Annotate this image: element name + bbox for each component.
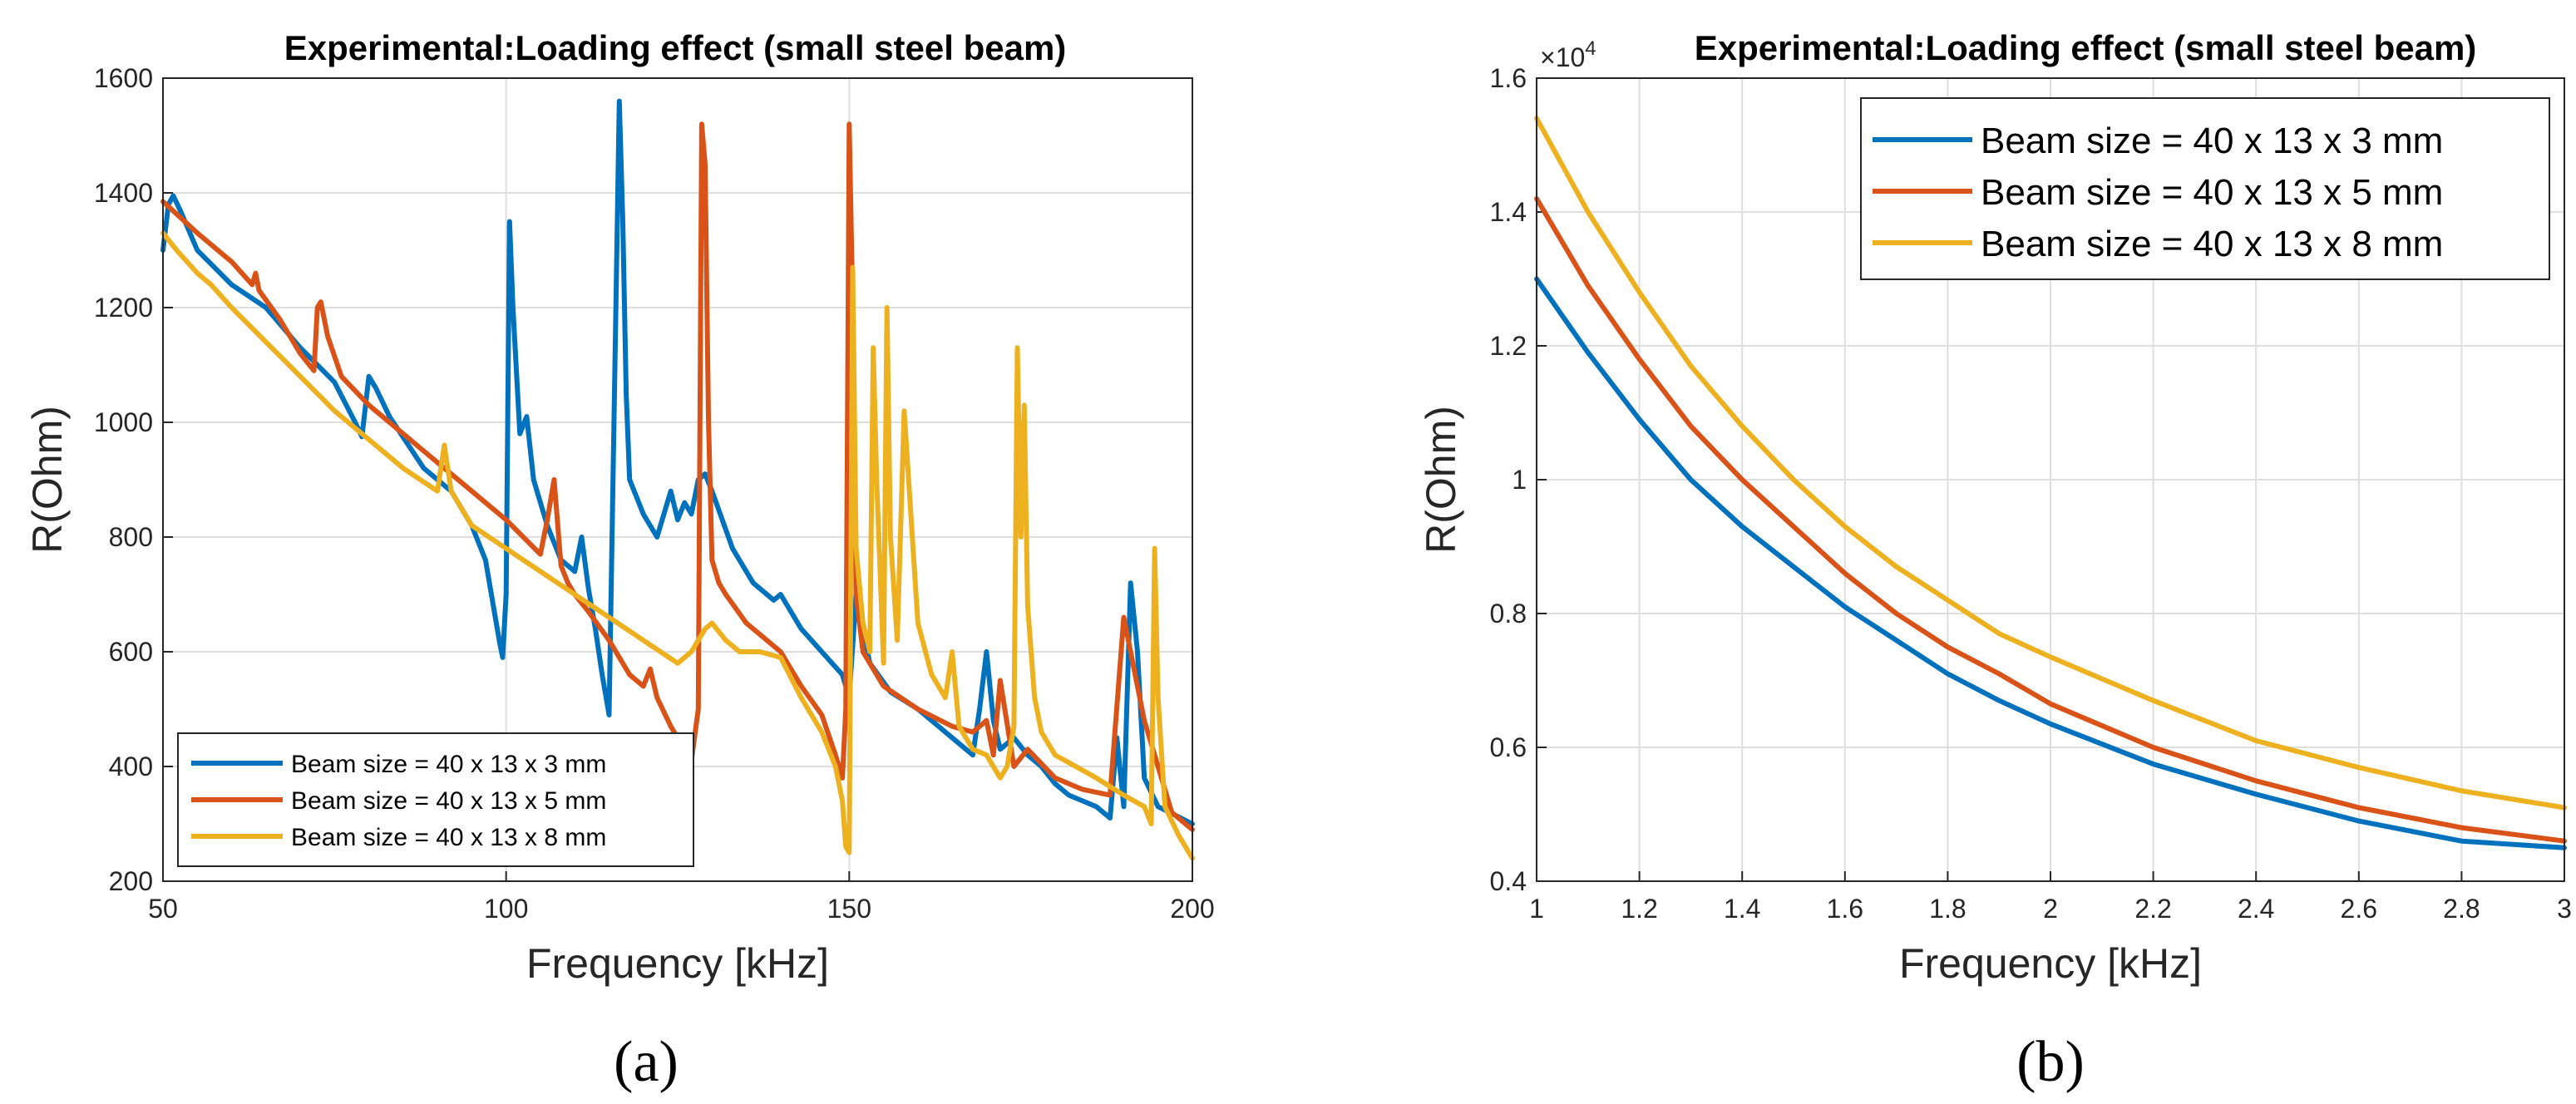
panel-b-ytick-label: 1 — [1512, 465, 1527, 495]
panel-a-ytick-label: 1200 — [94, 293, 153, 323]
panel-a-ytick-label: 400 — [109, 752, 153, 781]
panel-b-legend-label-2: Beam size = 40 x 13 x 5 mm — [1981, 172, 2443, 213]
panel-a-series-3-line — [160, 230, 1195, 861]
panel-b-plot-frame — [1536, 77, 2565, 882]
panel-a-legend-label-3: Beam size = 40 x 13 x 8 mm — [291, 824, 606, 851]
panel-a-ytick-label: 1000 — [94, 407, 153, 437]
panel-b-lines — [1534, 116, 2567, 850]
panel-b-xtick-label: 1.8 — [1929, 894, 1966, 924]
panel-b-tick-labels: 1 1.2 1.4 1.6 1.8 2 2.2 2.4 2.6 2.8 3 0.4 0.6 0.8 1 1.2… — [1490, 63, 2572, 924]
panel-b-legend-label-3: Beam size = 40 x 13 x 8 mm — [1981, 224, 2443, 264]
panel-b-ytick-label: 0.6 — [1490, 732, 1527, 762]
panel-b-xtick-label: 1.4 — [1724, 894, 1760, 924]
panel-a: Experimental:Loading effect (small steel… — [24, 28, 1215, 1094]
panel-b-xtick-label: 2.6 — [2341, 894, 2377, 924]
panel-b-series-1-line — [1534, 276, 2567, 850]
panel-b-legend-label-1: Beam size = 40 x 13 x 3 mm — [1981, 121, 2443, 161]
panel-b-ytick-label: 1.4 — [1490, 197, 1527, 227]
panel-a-legend-label-1: Beam size = 40 x 13 x 3 mm — [291, 751, 606, 778]
panel-b-legend: Beam size = 40 x 13 x 3 mm Beam size = 4… — [1860, 97, 2550, 280]
panel-b-xtick-label: 1.2 — [1621, 894, 1657, 924]
panel-b-xtick-label: 3 — [2557, 894, 2572, 924]
panel-a-ytick-label: 1400 — [94, 178, 153, 208]
panel-a-ytick-label: 800 — [109, 522, 153, 552]
panel-b-xtick-label: 2.8 — [2443, 894, 2480, 924]
panel-b-ylabel: R(Ohm) — [1418, 406, 1464, 554]
panel-a-title: Experimental:Loading effect (small steel… — [284, 28, 1067, 67]
panel-b-ytick-label: 0.8 — [1490, 599, 1527, 628]
panel-a-series-1-line — [160, 98, 1195, 826]
panel-a-legend-label-2: Beam size = 40 x 13 x 5 mm — [291, 787, 606, 815]
panel-b-exponent: ×104 — [1540, 37, 1596, 72]
panel-a-xtick-label: 200 — [1170, 894, 1214, 924]
panel-b-legend-box — [1860, 97, 2550, 280]
panel-b-series-2-line — [1534, 195, 2567, 844]
panel-a-lines — [160, 98, 1195, 861]
panel-a-ylabel: R(Ohm) — [24, 406, 71, 554]
panel-b-xtick-label: 1.6 — [1827, 894, 1863, 924]
panel-b-series-3-line — [1534, 116, 2567, 811]
panel-a-xtick-label: 100 — [484, 894, 528, 924]
panel-a-series-2-line — [160, 121, 1195, 832]
panel-a-plot-frame — [162, 77, 1193, 882]
panel-a-xtick-label: 150 — [827, 894, 871, 924]
panel-b-ytick-label: 0.4 — [1490, 866, 1527, 896]
panel-b-ytick-label: 1.6 — [1490, 63, 1527, 93]
panel-b-xtick-label: 2 — [2043, 894, 2058, 924]
panel-a-ytick-label: 600 — [109, 637, 153, 667]
panel-a-caption: (a) — [614, 1030, 679, 1094]
panel-b-ytick-label: 1.2 — [1490, 331, 1527, 361]
panel-b-xtick-label: 1 — [1529, 894, 1544, 924]
panel-b-xtick-label: 2.2 — [2134, 894, 2171, 924]
panel-a-legend: Beam size = 40 x 13 x 3 mm Beam size = 4… — [177, 732, 694, 867]
panel-a-xtick-label: 50 — [148, 894, 178, 924]
panel-b-xlabel: Frequency [kHz] — [1899, 940, 2202, 987]
panel-b-title: Experimental:Loading effect (small steel… — [1695, 28, 2477, 67]
panel-a-ytick-label: 200 — [109, 866, 153, 896]
panel-b: Experimental:Loading effect (small steel… — [1418, 28, 2572, 1094]
panel-b-xtick-label: 2.4 — [2238, 894, 2274, 924]
panel-a-xlabel: Frequency [kHz] — [526, 940, 829, 987]
panel-b-caption: (b) — [2016, 1030, 2085, 1094]
panel-a-ytick-label: 1600 — [94, 63, 153, 93]
panel-a-tick-labels: 50 100 150 200 200 400 600 800 1000 1200 1400 1600 — [94, 63, 1215, 924]
